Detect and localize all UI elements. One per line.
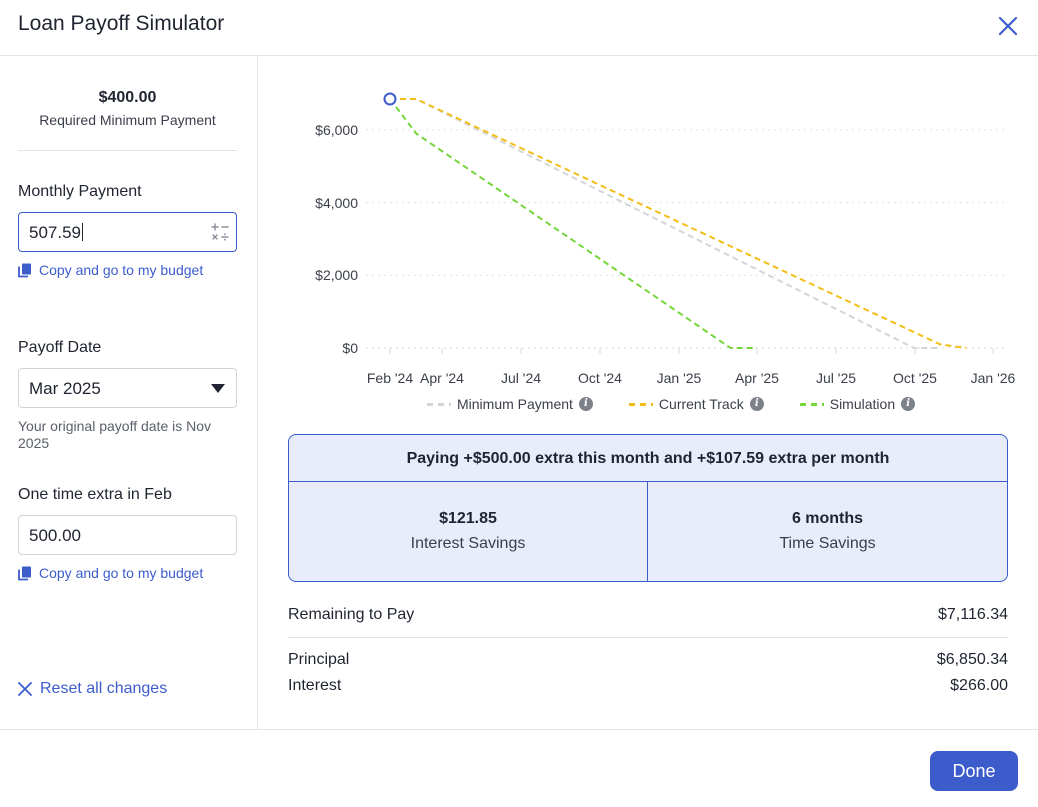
info-icon[interactable]: i [749,397,764,411]
interest-savings-value: $121.85 [439,510,497,527]
y-tick-label: $2,000 [315,267,358,283]
copy-icon [18,263,31,277]
x-tick-label: Jul '25 [816,370,856,386]
min-payment-label: Required Minimum Payment [39,112,216,128]
x-tick-label: Feb '24 [367,370,413,386]
time-savings-cell: 6 months Time Savings [648,482,1007,581]
legend-swatch [427,402,451,406]
chart-grid [366,129,1007,354]
x-tick-label: Jan '25 [657,370,702,386]
interest-row: Interest $266.00 [288,677,1008,695]
interest-savings-cell: $121.85 Interest Savings [289,482,648,581]
copy-to-budget-label: Copy and go to my budget [39,262,204,278]
series-line-simulation [389,98,757,349]
time-savings-label: Time Savings [779,535,876,552]
payoff-date-label: Payoff Date [18,339,102,356]
payoff-date-hint: Your original payoff date is Nov 2025 [18,418,212,451]
reset-all-changes-button[interactable]: Reset all changes [18,680,167,698]
monthly-payment-label: Monthly Payment [18,183,142,200]
copy-to-budget-label: Copy and go to my budget [39,565,204,581]
legend-item-minimum-payment: Minimum Payment i [427,396,593,412]
chart-legend: Minimum Payment i Current Track i Simula… [427,396,916,412]
savings-summary: Paying +$500.00 extra this month and +$1… [288,434,1008,582]
monthly-payment-input[interactable]: 507.59 [18,212,237,252]
interest-savings-label: Interest Savings [410,535,526,552]
summary-headline: Paying +$500.00 extra this month and +$1… [289,435,1007,482]
legend-swatch [628,402,653,406]
legend-item-simulation: Simulation i [799,396,916,412]
x-tick-label: Apr '24 [420,370,464,386]
x-tick-label: Oct '25 [893,370,937,386]
principal-row: Principal $6,850.34 [288,651,1008,669]
payoff-chart: $6,000 $4,000 $2,000 $0 Feb '24 Apr '24 … [315,92,1016,386]
copy-icon [18,566,31,580]
legend-label: Current Track [658,396,744,412]
x-tick-label: Jan '26 [971,370,1016,386]
x-tick-label: Oct '24 [578,370,622,386]
monthly-payment-value: 507.59 [29,223,81,242]
one-time-extra-input[interactable]: 500.00 [18,515,237,555]
reset-label: Reset all changes [40,680,168,697]
legend-item-current-track: Current Track i [628,396,764,412]
x-tick-label: Jul '24 [501,370,541,386]
legend-label: Minimum Payment [457,396,573,412]
copy-to-budget-link-2[interactable]: Copy and go to my budget [18,565,203,581]
divider [18,150,237,151]
x-tick-label: Apr '25 [735,370,779,386]
remaining-label: Remaining to Pay [288,606,415,623]
min-payment-amount: $400.00 [98,89,157,106]
series-line-minimum-payment [390,98,941,349]
principal-value: $6,850.34 [936,651,1008,668]
sidebar: $400.00 Required Minimum Payment Monthly… [0,56,258,729]
dialog-footer: Done [0,729,1038,807]
one-time-extra-label: One time extra in Feb [18,486,172,503]
calculator-icon[interactable] [209,221,231,243]
chart-series [383,92,967,349]
text-caret [82,223,83,241]
copy-to-budget-link[interactable]: Copy and go to my budget [18,262,203,278]
divider [288,637,1008,638]
dialog-title: Loan Payoff Simulator [18,12,225,35]
principal-label: Principal [288,651,350,668]
series-line-current-track [390,98,967,349]
done-button[interactable]: Done [930,751,1018,791]
remaining-value: $7,116.34 [938,606,1008,623]
y-tick-label: $4,000 [315,195,358,211]
info-icon[interactable]: i [901,397,916,411]
legend-swatch [799,402,824,406]
y-tick-label: $6,000 [315,122,358,138]
remaining-row: Remaining to Pay $7,116.34 [288,606,1008,624]
dialog-header: Loan Payoff Simulator [0,0,1038,56]
payoff-date-value: Mar 2025 [29,379,101,398]
one-time-extra-value: 500.00 [29,526,81,545]
close-icon [998,16,1018,36]
y-axis: $6,000 $4,000 $2,000 $0 [315,122,358,356]
interest-value: $266.00 [950,677,1008,694]
time-savings-value: 6 months [791,510,864,527]
x-icon [18,682,32,696]
info-icon[interactable]: i [578,397,593,411]
start-point-marker[interactable] [383,92,397,106]
interest-label: Interest [288,677,342,694]
main-panel: $6,000 $4,000 $2,000 $0 Feb '24 Apr '24 … [259,56,1038,729]
x-axis: Feb '24 Apr '24 Jul '24 Oct '24 Jan '25 … [367,370,1016,386]
payoff-date-select[interactable]: Mar 2025 [18,368,237,408]
close-button[interactable] [994,12,1022,40]
legend-label: Simulation [829,396,896,412]
y-tick-label: $0 [342,340,358,356]
caret-down-icon [211,384,225,393]
